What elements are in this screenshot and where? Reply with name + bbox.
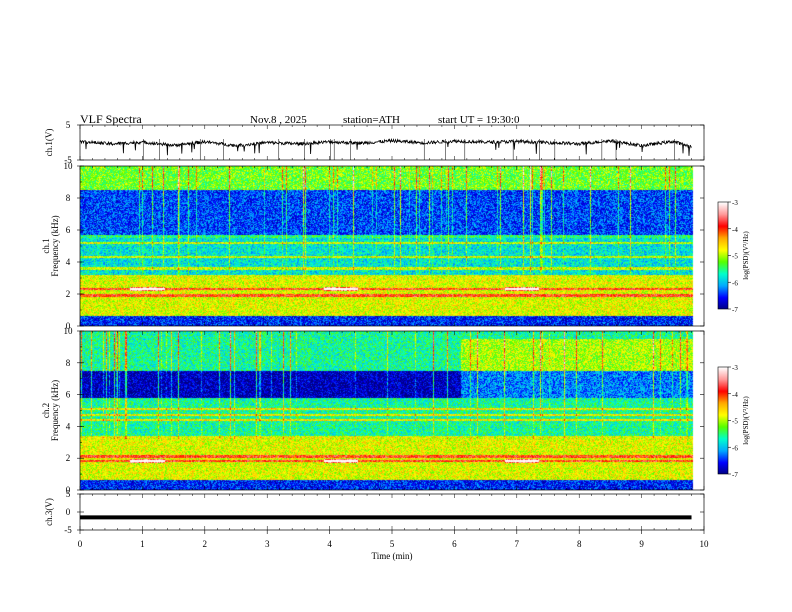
y-tick-label: 6 xyxy=(66,390,71,400)
x-tick-label: 0 xyxy=(78,539,83,549)
colorbar-tick-label: -6 xyxy=(732,279,738,287)
x-tick-label: 1 xyxy=(140,539,145,549)
colorbar-tick-label: -7 xyxy=(732,306,738,314)
y-tick-label: 8 xyxy=(66,193,71,203)
y-tick-label: 5 xyxy=(66,489,71,499)
y-tick-label: 10 xyxy=(64,326,74,336)
spectrogram-image xyxy=(80,166,704,326)
y-tick-label: 10 xyxy=(64,161,74,171)
ch2-spectrogram-ylabel-channel: ch.2 xyxy=(41,403,51,418)
axis-labels: -3 -4 -5 -6 -7 log(PSD)(V²/Hz) -3 -4 -5 -6 -7 log(P… xyxy=(41,120,750,561)
colorbar-tick-label: -4 xyxy=(732,226,738,234)
start-time-label: start UT = 19:30:0 xyxy=(438,114,520,126)
y-tick-label: 2 xyxy=(66,453,71,463)
chart-title: VLF Spectra xyxy=(80,112,142,126)
x-tick-label: 8 xyxy=(577,539,582,549)
colorbar-label: log(PSD)(V²/Hz) xyxy=(742,396,750,445)
colorbar-1 xyxy=(718,202,728,309)
colorbar-tick-label: -4 xyxy=(732,391,738,399)
x-tick-label: 3 xyxy=(265,539,270,549)
colorbar-tick-label: -3 xyxy=(732,199,738,207)
y-tick-label: 4 xyxy=(66,257,71,267)
ch3-waveform-frame xyxy=(79,493,705,531)
colorbar-label: log(PSD)(V²/Hz) xyxy=(742,231,750,280)
spectrogram-images xyxy=(80,166,728,490)
x-tick-label: 9 xyxy=(639,539,644,549)
waveform-lines xyxy=(79,137,692,520)
colorbar-tick-label: -6 xyxy=(732,444,738,452)
y-tick-label: 0 xyxy=(66,485,71,495)
date-label: Nov.8 , 2025 xyxy=(250,114,307,126)
x-tick-label: 5 xyxy=(390,539,395,549)
colorbar-tick-label: -5 xyxy=(732,253,738,261)
x-tick-label: 2 xyxy=(203,539,208,549)
colorbar-tick-label: -5 xyxy=(732,418,738,426)
y-tick-label: 0 xyxy=(66,507,71,517)
ch1-spectrogram-ylabel-channel: ch.1 xyxy=(41,238,51,253)
axes xyxy=(77,124,731,534)
ch1-waveform-line xyxy=(79,137,692,156)
x-tick-label: 7 xyxy=(515,539,520,549)
station-label: station=ATH xyxy=(343,114,400,126)
x-axis-label: Time (min) xyxy=(372,551,413,561)
colorbar-tick-label: -3 xyxy=(732,364,738,372)
x-tick-label: 4 xyxy=(327,539,332,549)
ch1-spectrogram-ylabel: Frequency (kHz) xyxy=(50,215,60,276)
x-tick-label: 6 xyxy=(452,539,457,549)
y-tick-label: -5 xyxy=(64,525,72,535)
ch3-waveform-ylabel: ch.3(V) xyxy=(44,498,54,526)
colorbar-tick-label: -7 xyxy=(732,471,738,479)
y-tick-label: 6 xyxy=(66,225,71,235)
y-tick-label: 8 xyxy=(66,358,71,368)
y-tick-label: 4 xyxy=(66,421,71,431)
y-tick-label: 2 xyxy=(66,289,71,299)
x-tick-label: 10 xyxy=(700,539,710,549)
y-tick-label: 5 xyxy=(66,120,71,130)
spectrogram-image xyxy=(80,331,704,490)
colorbar-2 xyxy=(718,367,728,474)
y-tick-label: 0 xyxy=(66,321,71,331)
ch1-waveform-ylabel: ch.1(V) xyxy=(44,129,54,157)
ch2-spectrogram-ylabel: Frequency (kHz) xyxy=(50,380,60,441)
y-tick-label: -5 xyxy=(64,155,72,165)
